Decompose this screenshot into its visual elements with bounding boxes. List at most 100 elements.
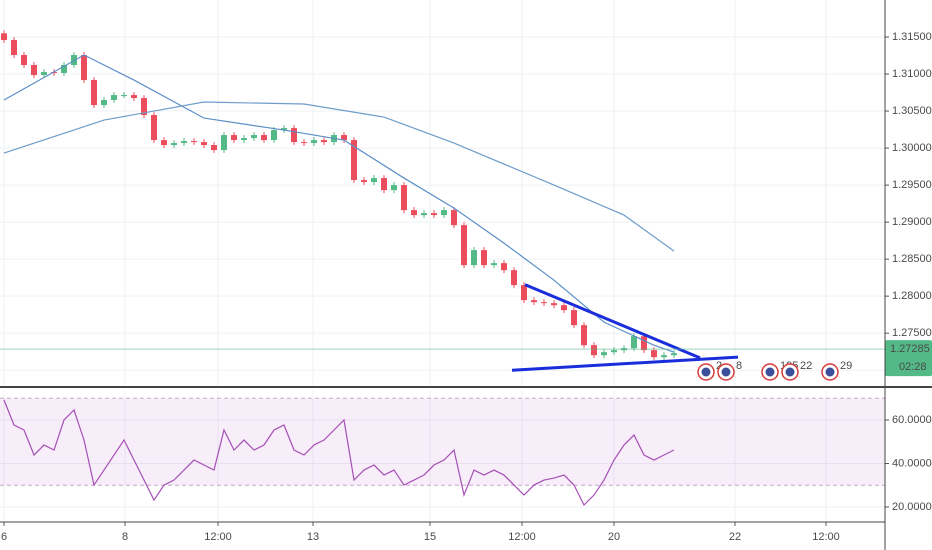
candle-body: [441, 210, 447, 216]
trendline: [511, 355, 739, 372]
y-tick-label: 1.27500: [892, 327, 932, 339]
candle-body: [401, 185, 407, 211]
candle-body: [521, 285, 527, 301]
candle-body: [111, 95, 117, 101]
candle-body: [1, 33, 7, 41]
candle-body: [181, 141, 187, 144]
candle-body: [271, 130, 277, 141]
y-tick-label: 1.31000: [892, 68, 932, 80]
candle-body: [671, 353, 677, 356]
event-label: 29: [840, 360, 852, 372]
candle-body: [601, 352, 607, 356]
candle-body: [21, 55, 27, 66]
candle-body: [461, 225, 467, 266]
y-tick-label: 60.0000: [892, 414, 932, 426]
candle-body: [431, 213, 437, 216]
event-label: 2: [716, 360, 722, 372]
y-tick-label: 1.30000: [892, 142, 932, 154]
candle-body: [371, 178, 377, 183]
last-price-label: 1.27285: [890, 343, 930, 355]
candle-body: [641, 336, 647, 351]
candle-body: [211, 145, 217, 151]
candle-body: [651, 350, 657, 358]
candle-body: [411, 210, 417, 216]
candle-body: [491, 263, 497, 266]
candle-body: [341, 135, 347, 141]
event-icon-inner: [765, 367, 775, 377]
x-tick-label: 15: [424, 531, 436, 543]
y-tick-label: 1.31500: [892, 31, 932, 43]
candle-body: [481, 250, 487, 266]
candle-body: [471, 250, 477, 266]
rsi-line: [3, 399, 675, 507]
x-tick-label: 12:00: [812, 531, 840, 543]
candle-body: [121, 95, 127, 97]
candle-body: [251, 135, 257, 139]
candle-body: [301, 142, 307, 144]
candle-body: [551, 303, 557, 306]
candle-body: [661, 355, 667, 358]
last-price-box: [885, 340, 932, 377]
rsi-band: [0, 398, 885, 486]
candle-body: [581, 325, 587, 346]
y-tick-label: 40.0000: [892, 457, 932, 469]
candle-body: [281, 128, 287, 131]
candle-body: [571, 310, 577, 326]
candle-body: [201, 142, 207, 146]
candle-body: [31, 65, 37, 76]
x-tick-label: 20: [608, 531, 620, 543]
candle-body: [531, 300, 537, 303]
candle-body: [611, 350, 617, 353]
x-tick-label: 22: [729, 531, 741, 543]
trendline: [524, 283, 701, 360]
event-label: 22: [800, 360, 812, 372]
y-tick-label: 1.28500: [892, 253, 932, 265]
candle-body: [311, 140, 317, 144]
candle-body: [381, 178, 387, 191]
candle-body: [631, 336, 637, 349]
moving-average: [3, 54, 675, 353]
candle-body: [321, 140, 327, 143]
candle-body: [161, 140, 167, 146]
candle-body: [351, 140, 357, 181]
candle-body: [61, 65, 67, 74]
candle-body: [81, 55, 87, 81]
candle-body: [11, 40, 17, 56]
event-label: 8: [736, 360, 742, 372]
candle-body: [131, 95, 137, 99]
x-tick-label: 12:00: [508, 531, 536, 543]
candle-body: [501, 263, 507, 271]
candle-body: [241, 138, 247, 141]
event-icon-inner: [785, 367, 795, 377]
candle-body: [451, 210, 457, 226]
y-tick-label: 1.29500: [892, 179, 932, 191]
candle-body: [191, 141, 197, 143]
candle-body: [291, 128, 297, 143]
candle-body: [91, 80, 97, 106]
candle-body: [421, 213, 427, 216]
x-tick-label: 13: [307, 531, 319, 543]
candle-body: [261, 135, 267, 141]
candle-body: [41, 72, 47, 76]
candle-body: [511, 270, 517, 286]
event-icon-inner: [701, 367, 711, 377]
moving-average: [3, 101, 675, 252]
x-tick-label: 12:00: [204, 531, 232, 543]
y-tick-label: 1.29000: [892, 216, 932, 228]
candle-body: [221, 135, 227, 151]
x-tick-label: 6: [1, 531, 7, 543]
y-tick-label: 20.0000: [892, 501, 932, 513]
candle-body: [151, 115, 157, 141]
countdown: 02:28: [899, 361, 927, 373]
candle-body: [231, 135, 237, 141]
candle-body: [591, 345, 597, 356]
candle-body: [101, 100, 107, 106]
event-icon-inner: [825, 367, 835, 377]
event-icon-inner: [721, 367, 731, 377]
candle-body: [541, 302, 547, 304]
candle-body: [391, 185, 397, 191]
candle-body: [561, 305, 567, 311]
x-tick-label: 8: [122, 531, 128, 543]
